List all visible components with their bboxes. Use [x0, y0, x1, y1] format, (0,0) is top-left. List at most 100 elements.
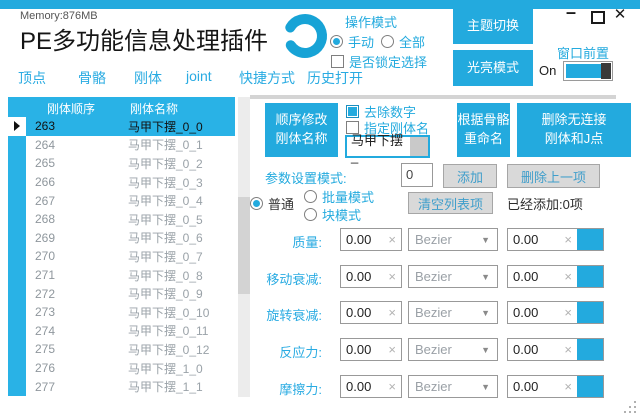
param-value2-input[interactable]: 0.00 × [507, 338, 604, 361]
curve-swatch-button[interactable] [577, 339, 603, 360]
tab-vertex[interactable]: 顶点 [18, 70, 46, 86]
row-marker[interactable] [8, 340, 26, 359]
clear-icon[interactable]: × [388, 305, 396, 320]
curve-type-select[interactable]: Bezier ▼ [408, 301, 498, 324]
curve-type-select[interactable]: Bezier ▼ [408, 265, 498, 288]
table-row[interactable]: 266 马甲下摆_0_3 [8, 172, 235, 192]
row-marker[interactable] [8, 228, 26, 248]
table-row[interactable]: 264 马甲下摆_0_1 [8, 135, 235, 155]
row-marker[interactable] [8, 154, 26, 173]
clear-icon-2[interactable]: × [564, 232, 572, 247]
param-value-input[interactable]: 0.00 × [340, 338, 402, 361]
table-row[interactable]: 271 马甲下摆_0_8 [8, 265, 235, 285]
lock-selection-box[interactable] [331, 55, 344, 68]
radio-all[interactable]: 全部 [381, 32, 425, 51]
table-row[interactable]: 270 马甲下摆_0_7 [8, 247, 235, 266]
param-value2-input[interactable]: 0.00 × [507, 265, 604, 288]
curve-swatch-button[interactable] [577, 229, 603, 250]
curve-type-select[interactable]: Bezier ▼ [408, 375, 498, 398]
table-row[interactable]: 273 马甲下摆_0_10 [8, 302, 235, 322]
clear-icon-2[interactable]: × [564, 269, 572, 284]
bright-mode-button[interactable]: 光亮模式 [453, 50, 533, 86]
param-value2-input[interactable]: 0.00 × [507, 301, 604, 324]
table-row[interactable]: 265 马甲下摆_0_2 [8, 154, 235, 173]
radio-manual-circle[interactable] [330, 35, 343, 48]
vertical-scrollbar[interactable] [238, 97, 250, 397]
radio-batch-circle[interactable] [304, 190, 317, 203]
clear-list-button[interactable]: 清空列表项 [408, 192, 493, 214]
add-button[interactable]: 添加 [443, 164, 497, 188]
param-count-input[interactable]: 0 [401, 163, 433, 187]
row-marker[interactable] [8, 135, 26, 155]
table-row[interactable]: 276 马甲下摆_1_0 [8, 358, 235, 378]
table-row[interactable]: 268 马甲下摆_0_5 [8, 209, 235, 229]
param-value2-input[interactable]: 0.00 × [507, 228, 604, 251]
radio-batch[interactable]: 批量模式 [304, 187, 374, 206]
param-value-input[interactable]: 0.00 × [340, 228, 402, 251]
table-row[interactable]: 263 马甲下摆_0_0 [8, 117, 235, 136]
radio-manual[interactable]: 手动 [330, 32, 374, 51]
row-marker[interactable] [8, 377, 26, 396]
curve-swatch-button[interactable] [577, 302, 603, 323]
row-marker[interactable] [8, 247, 26, 266]
row-marker[interactable] [8, 358, 26, 378]
tab-bone[interactable]: 骨骼 [78, 70, 106, 86]
clear-icon-2[interactable]: × [564, 305, 572, 320]
curve-swatch-button[interactable] [577, 266, 603, 287]
maximize-button[interactable] [591, 11, 605, 24]
bone-rename-button[interactable]: 根据骨骼 重命名 [457, 103, 510, 157]
specify-name-box[interactable] [346, 121, 359, 134]
row-marker[interactable] [8, 284, 26, 303]
tab-history[interactable]: 历史打开 [307, 70, 363, 86]
tab-joint[interactable]: joint [186, 68, 212, 84]
radio-normal-circle[interactable] [250, 197, 263, 210]
clear-icon-2[interactable]: × [564, 342, 572, 357]
radio-block-circle[interactable] [304, 208, 317, 221]
param-value-input[interactable]: 0.00 × [340, 265, 402, 288]
delete-last-button[interactable]: 删除上一项 [507, 164, 600, 188]
tab-rigidbody[interactable]: 刚体 [134, 70, 162, 86]
delete-unconnected-button[interactable]: 删除无连接 刚体和J点 [517, 103, 631, 157]
clear-icon[interactable]: × [388, 342, 396, 357]
scrollbar-thumb[interactable] [238, 197, 250, 294]
radio-normal[interactable]: 普通 [250, 194, 294, 213]
param-value-input[interactable]: 0.00 × [340, 301, 402, 324]
window-front-toggle[interactable] [563, 61, 613, 81]
name-input-grip[interactable] [410, 137, 428, 156]
order-rename-button[interactable]: 顺序修改 刚体名称 [265, 103, 338, 157]
radio-block[interactable]: 块模式 [304, 205, 361, 224]
tab-shortcut[interactable]: 快捷方式 [239, 70, 295, 86]
clear-icon[interactable]: × [388, 269, 396, 284]
curve-type-select[interactable]: Bezier ▼ [408, 338, 498, 361]
minimize-button[interactable]: – [565, 2, 576, 22]
row-marker[interactable] [8, 321, 26, 341]
table-row[interactable]: 272 马甲下摆_0_9 [8, 284, 235, 303]
theme-switch-button[interactable]: 主题切换 [453, 8, 533, 44]
curve-type-select[interactable]: Bezier ▼ [408, 228, 498, 251]
toggle-knob[interactable] [601, 63, 611, 79]
param-value-input[interactable]: 0.00 × [340, 375, 402, 398]
row-marker[interactable] [8, 302, 26, 322]
remove-digits-checkbox[interactable]: 去除数字 [346, 102, 416, 121]
row-marker[interactable] [8, 191, 26, 210]
table-row[interactable]: 267 马甲下摆_0_4 [8, 191, 235, 210]
table-row[interactable]: 274 马甲下摆_0_11 [8, 321, 235, 341]
row-marker[interactable] [8, 265, 26, 285]
lock-selection-checkbox[interactable]: 是否锁定选择 [331, 52, 427, 71]
curve-swatch-button[interactable] [577, 376, 603, 397]
table-row[interactable]: 269 马甲下摆_0_6 [8, 228, 235, 248]
table-row[interactable]: 275 马甲下摆_0_12 [8, 340, 235, 359]
row-marker[interactable] [8, 117, 26, 136]
specify-name-checkbox[interactable]: 指定刚体名 [346, 118, 429, 137]
table-row[interactable]: 277 马甲下摆_1_1 [8, 377, 235, 396]
close-button[interactable]: ✕ [613, 6, 627, 23]
clear-icon[interactable]: × [388, 232, 396, 247]
clear-icon-2[interactable]: × [564, 379, 572, 394]
row-marker[interactable] [8, 209, 26, 229]
resize-grip-icon[interactable] [624, 401, 638, 415]
row-marker[interactable] [8, 172, 26, 192]
rigidbody-name-input[interactable]: 马甲下摆_ [345, 133, 430, 164]
param-value2-input[interactable]: 0.00 × [507, 375, 604, 398]
clear-icon[interactable]: × [388, 379, 396, 394]
remove-digits-box[interactable] [346, 105, 359, 118]
